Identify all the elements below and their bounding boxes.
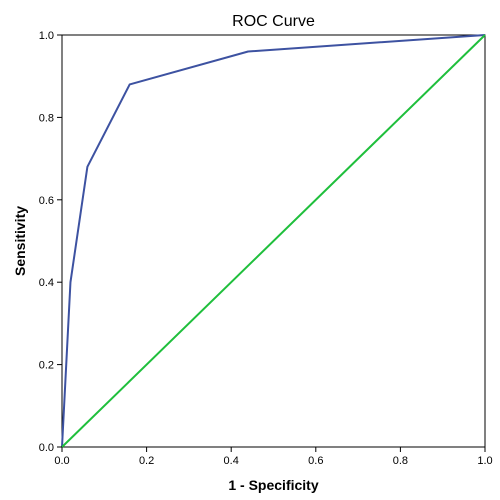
y-tick-label: 0.6 xyxy=(39,195,54,207)
x-tick-label: 0.0 xyxy=(54,455,69,467)
x-tick-label: 0.2 xyxy=(139,455,154,467)
x-tick-label: 0.8 xyxy=(393,455,408,467)
y-tick-label: 0.8 xyxy=(39,112,54,124)
x-axis-title: 1 - Specificity xyxy=(228,477,318,493)
plot-area xyxy=(61,34,486,448)
plot-frame xyxy=(61,34,486,448)
x-tick-label: 0.6 xyxy=(308,455,323,467)
reference-diagonal-line xyxy=(61,34,486,448)
y-axis-title: Sensitivity xyxy=(12,206,28,276)
series-layer xyxy=(61,34,486,448)
chart-title: ROC Curve xyxy=(232,13,315,30)
roc-curve-line xyxy=(61,34,486,448)
y-tick-label: 1.0 xyxy=(39,30,54,42)
y-tick-label: 0.4 xyxy=(39,277,54,289)
y-tick-label: 0.2 xyxy=(39,360,54,372)
x-tick-label: 1.0 xyxy=(477,455,492,467)
x-tick-label: 0.4 xyxy=(224,455,239,467)
y-tick-label: 0.0 xyxy=(39,442,54,454)
x-axis: 0.0 0.2 0.4 0.6 0.8 1.0 xyxy=(54,447,493,467)
y-axis: 0.0 0.2 0.4 0.6 0.8 1.0 xyxy=(39,30,62,454)
